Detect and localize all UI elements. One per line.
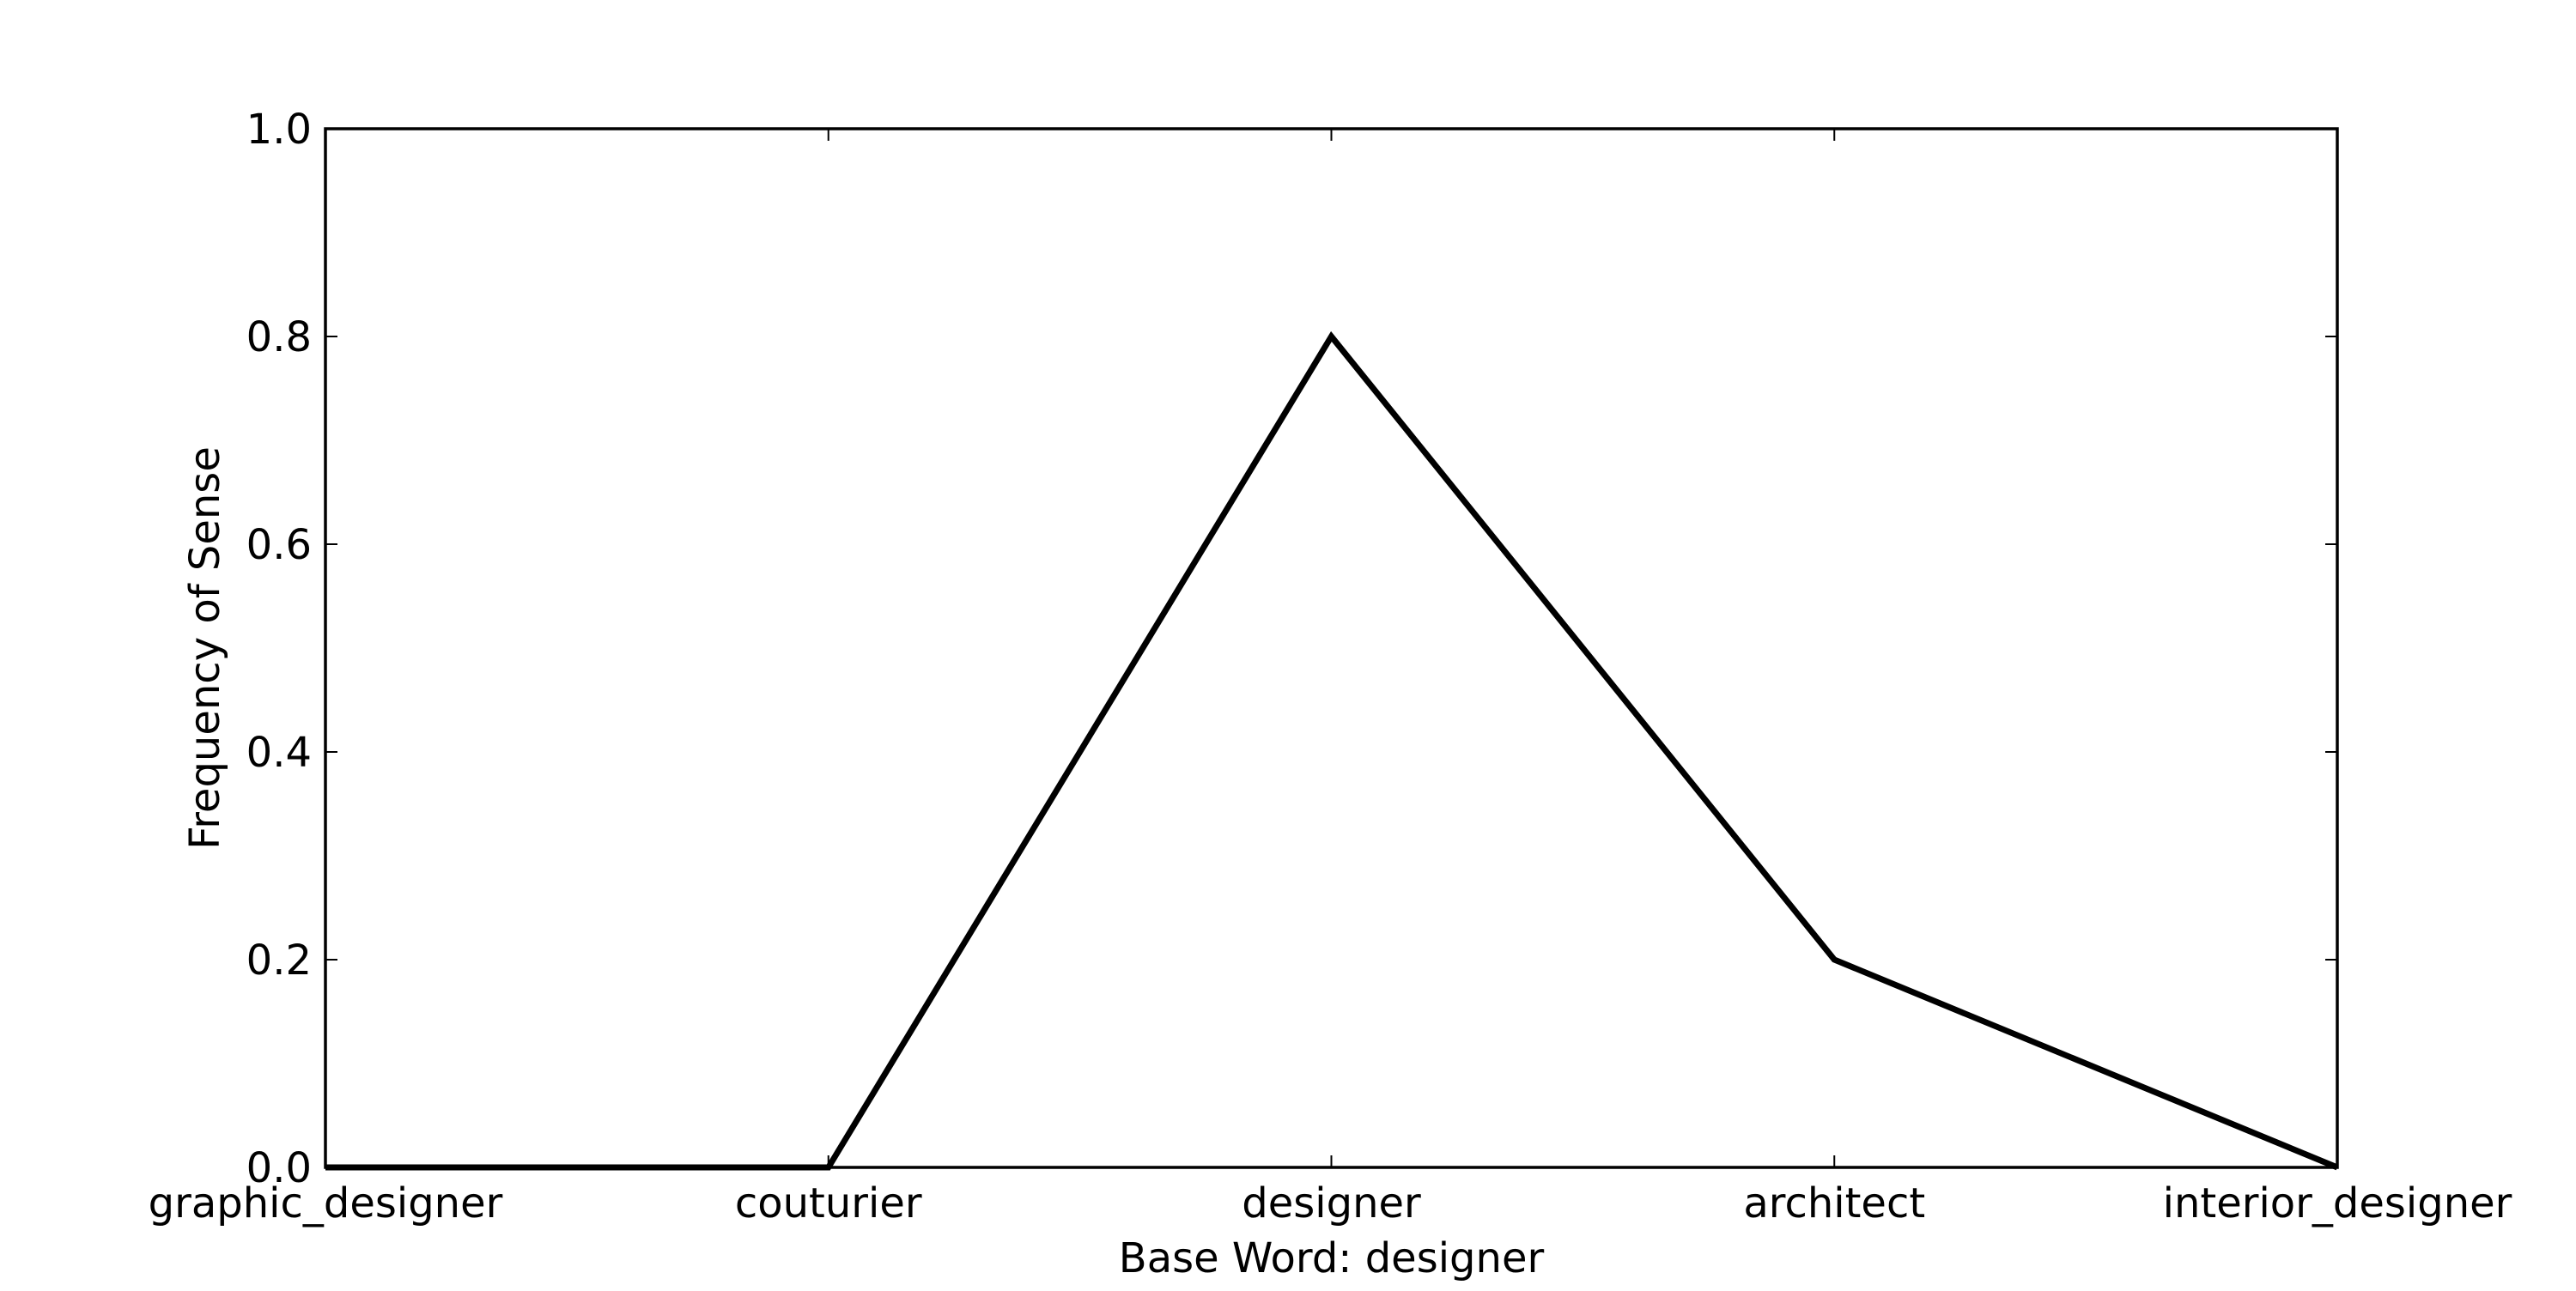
- series-line: [325, 330, 2339, 1171]
- y-tick-label: 0.8: [246, 313, 312, 361]
- y-tick-label: 0.2: [246, 936, 312, 985]
- y-axis-label: Frequency of Sense: [181, 446, 229, 850]
- y-tick-label: 1.0: [246, 106, 312, 154]
- x-tick-label: interior_designer: [2163, 1179, 2512, 1227]
- x-tick-label: architect: [1743, 1179, 1925, 1227]
- x-tick-label: graphic_designer: [149, 1179, 503, 1227]
- x-tick-label: couturier: [735, 1179, 922, 1227]
- y-tick-label: 0.6: [246, 521, 312, 569]
- plot-area-frame: [324, 127, 2339, 1169]
- x-tick-label: designer: [1242, 1179, 1421, 1227]
- y-tick-label: 0.0: [246, 1144, 312, 1192]
- y-tick-label: 0.4: [246, 729, 312, 777]
- x-axis-label: Base Word: designer: [1119, 1234, 1545, 1282]
